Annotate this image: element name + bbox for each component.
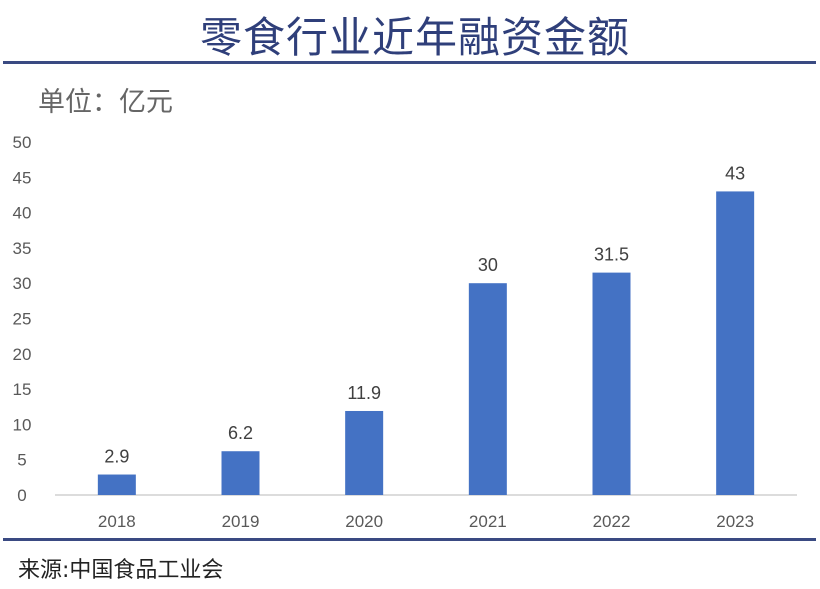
source-note: 来源:中国食品工业会 (18, 558, 224, 583)
y-tick-label: 5 (17, 451, 26, 470)
bar-2022 (592, 272, 631, 495)
data-label: 31.5 (594, 245, 629, 265)
data-label: 2.9 (104, 447, 129, 467)
y-tick-label: 50 (13, 133, 32, 152)
footer-divider (3, 538, 816, 541)
bar-2018 (97, 474, 136, 495)
y-tick-label: 45 (13, 168, 32, 187)
data-label: 43 (725, 163, 745, 183)
title-divider (3, 61, 816, 64)
x-tick-label: 2018 (98, 512, 136, 531)
y-tick-label: 30 (13, 274, 32, 293)
x-tick-label: 2020 (345, 512, 383, 531)
y-tick-label: 15 (13, 380, 32, 399)
bar-2023 (716, 191, 755, 496)
bar-2020 (345, 410, 384, 495)
y-tick-label: 25 (13, 310, 32, 329)
data-label: 30 (478, 255, 498, 275)
bar-2021 (468, 283, 507, 495)
data-label: 6.2 (228, 423, 253, 443)
chart-title: 零食行业近年融资金额 (199, 13, 630, 62)
y-tick-label: 20 (13, 345, 32, 364)
x-tick-label: 2021 (469, 512, 507, 531)
x-tick-label: 2022 (593, 512, 631, 531)
unit-label: 单位：亿元 (38, 87, 173, 118)
y-tick-label: 0 (17, 486, 26, 505)
bar-2019 (221, 451, 260, 495)
x-tick-label: 2019 (222, 512, 260, 531)
y-tick-label: 40 (13, 204, 32, 223)
y-tick-label: 10 (13, 415, 32, 434)
data-label: 11.9 (347, 383, 381, 403)
y-tick-label: 35 (13, 239, 32, 258)
x-tick-label: 2023 (716, 512, 754, 531)
